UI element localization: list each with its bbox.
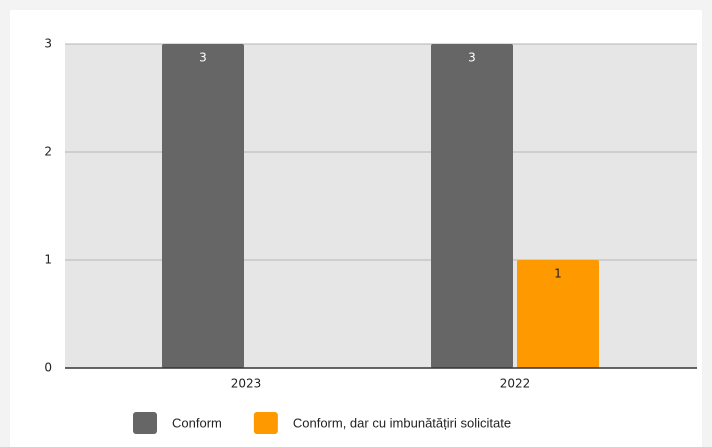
x-tick-label: 2023 [231,377,262,391]
legend-label: Conform [172,415,222,430]
bar [162,44,244,368]
y-tick-label: 2 [44,145,52,159]
bar [431,44,513,368]
bar [517,260,599,368]
y-tick-label: 0 [44,361,52,375]
value-label: 3 [199,51,207,65]
value-label: 3 [468,51,476,65]
value-label: 1 [554,267,562,281]
y-tick-label: 1 [44,253,52,267]
legend-swatch [253,412,278,434]
y-tick-label: 3 [44,37,52,51]
x-tick-label: 2022 [500,377,531,391]
legend-swatch [133,412,157,434]
plot-area [65,44,697,368]
legend-label: Conform, dar cu imbunătățiri solicitate [293,415,511,430]
